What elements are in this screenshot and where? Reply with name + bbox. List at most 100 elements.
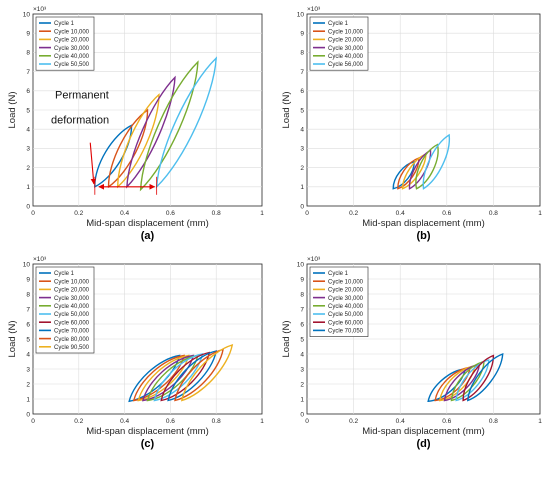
legend-entry: Cycle 20,000 — [54, 38, 90, 44]
y-tick-label: 1 — [300, 184, 304, 191]
legend-entry: Cycle 1 — [54, 271, 75, 277]
y-tick-label: 7 — [300, 306, 304, 313]
y-tick-label: 8 — [300, 291, 304, 298]
legend-entry: Cycle 40,000 — [328, 304, 364, 310]
legend-entry: Cycle 30,000 — [54, 46, 90, 52]
legend-box — [309, 266, 369, 337]
legend-entry: Cycle 90,500 — [54, 345, 90, 351]
y-tick-label: 7 — [300, 69, 304, 76]
x-tick-label: 0 — [31, 418, 35, 425]
y-tick-label: 4 — [300, 127, 304, 134]
x-axis-label: Mid-span displacement (mm) — [362, 426, 484, 437]
y-tick-label: 7 — [26, 306, 30, 313]
legend-entry: Cycle 20,000 — [328, 38, 364, 44]
y-tick-label: 10 — [23, 261, 31, 268]
series-loop-1 — [128, 354, 181, 403]
x-tick-label: 1 — [260, 418, 264, 425]
legend-entry: Cycle 70,050 — [328, 329, 364, 335]
y-tick-label: 8 — [26, 50, 30, 57]
y-exponent-label: ×10³ — [33, 256, 47, 263]
legend-entry: Cycle 56,000 — [328, 62, 364, 68]
legend-entry: Cycle 40,000 — [54, 54, 90, 60]
series-loop-4 — [141, 354, 195, 402]
y-tick-label: 10 — [297, 261, 305, 268]
series-loop-6 — [155, 56, 218, 189]
x-axis-label: Mid-span displacement (mm) — [86, 218, 208, 229]
y-tick-label: 7 — [26, 69, 30, 76]
y-tick-label: 10 — [297, 11, 305, 18]
x-tick-label: 0.8 — [489, 418, 498, 425]
y-tick-label: 0 — [26, 203, 30, 210]
legend-entry: Cycle 20,000 — [54, 288, 90, 294]
y-tick-label: 2 — [300, 381, 304, 388]
legend-entry: Cycle 1 — [328, 21, 349, 27]
y-tick-label: 2 — [26, 381, 30, 388]
y-tick-label: 5 — [300, 336, 304, 343]
y-tick-label: 3 — [26, 366, 30, 373]
y-tick-label: 4 — [26, 351, 30, 358]
legend-entry: Cycle 60,000 — [54, 320, 90, 326]
y-tick-label: 3 — [300, 366, 304, 373]
y-tick-label: 9 — [300, 31, 304, 38]
x-axis-label: Mid-span displacement (mm) — [86, 426, 208, 437]
y-tick-label: 3 — [26, 146, 30, 153]
x-tick-label: 0.2 — [74, 210, 83, 217]
series-loop-8 — [167, 350, 218, 402]
y-tick-label: 6 — [300, 88, 304, 95]
panel-label: (d) — [416, 438, 430, 450]
y-tick-label: 1 — [26, 396, 30, 403]
y-tick-label: 6 — [26, 321, 30, 328]
x-tick-label: 0 — [305, 418, 309, 425]
x-axis-label: Mid-span displacement (mm) — [362, 218, 484, 229]
x-tick-label: 0.4 — [120, 418, 129, 425]
x-tick-label: 1 — [538, 418, 542, 425]
y-tick-label: 8 — [300, 50, 304, 57]
x-tick-label: 0.6 — [166, 418, 175, 425]
series-loop-10 — [180, 344, 234, 402]
series-loop-3 — [117, 93, 160, 189]
y-axis-label: Load (N) — [7, 92, 18, 129]
legend-entry: Cycle 30,000 — [328, 46, 364, 52]
legend-entry: Cycle 40,000 — [54, 304, 90, 310]
y-tick-label: 10 — [23, 11, 31, 18]
y-exponent-label: ×10³ — [307, 256, 321, 263]
y-exponent-label: ×10³ — [307, 6, 321, 13]
y-axis-label: Load (N) — [281, 92, 292, 129]
legend-entry: Cycle 50,000 — [328, 312, 364, 318]
y-tick-label: 9 — [300, 276, 304, 283]
y-tick-label: 6 — [300, 321, 304, 328]
x-tick-label: 0.6 — [442, 210, 451, 217]
legend-entry: Cycle 50,000 — [54, 312, 90, 318]
series-loop-2 — [132, 354, 186, 402]
legend-entry: Cycle 60,000 — [328, 320, 364, 326]
y-tick-label: 9 — [26, 31, 30, 38]
y-tick-label: 2 — [26, 165, 30, 172]
x-tick-label: 0.6 — [442, 418, 451, 425]
annotation-text: deformation — [51, 114, 109, 126]
legend-entry: Cycle 50,500 — [54, 62, 90, 68]
x-tick-label: 0 — [305, 210, 309, 217]
legend-entry: Cycle 10,000 — [328, 279, 364, 285]
y-tick-label: 5 — [26, 107, 30, 114]
legend-box — [309, 16, 369, 71]
y-tick-label: 0 — [26, 411, 30, 418]
x-tick-label: 0.4 — [396, 210, 405, 217]
legend-entry: Cycle 1 — [54, 21, 75, 27]
legend-entry: Cycle 80,000 — [54, 337, 90, 343]
y-tick-label: 1 — [300, 396, 304, 403]
y-axis-label: Load (N) — [7, 321, 18, 358]
x-tick-label: 1 — [538, 210, 542, 217]
annotation-arrow — [89, 142, 97, 185]
x-tick-label: 0.4 — [396, 418, 405, 425]
panel-label: (b) — [416, 230, 430, 242]
annotation-text: Permanent — [55, 89, 109, 101]
series-loop-5 — [415, 143, 439, 190]
x-tick-label: 0 — [31, 210, 35, 217]
series-loop-4 — [126, 75, 176, 189]
y-exponent-label: ×10³ — [33, 6, 47, 13]
legend-entry: Cycle 70,000 — [54, 329, 90, 335]
